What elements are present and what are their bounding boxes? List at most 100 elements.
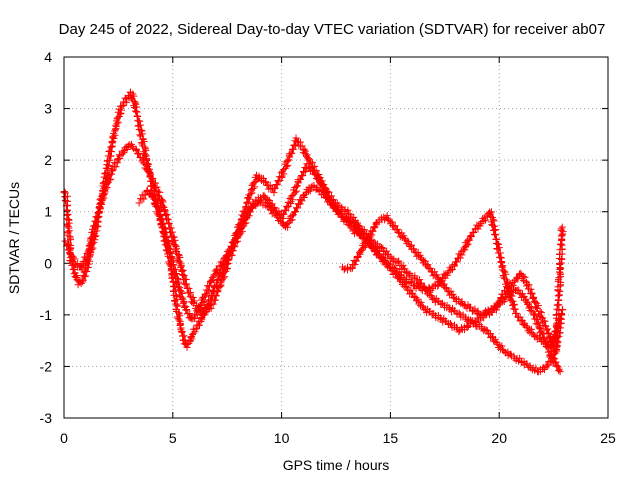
data-point (179, 271, 187, 279)
data-point (497, 258, 505, 266)
data-point (167, 229, 175, 237)
data-point (535, 323, 543, 331)
data-point (386, 253, 394, 261)
y-axis-label: SDTVAR / TECUs (6, 182, 22, 294)
data-point (158, 196, 166, 204)
data-point (296, 176, 304, 184)
series-track-3 (135, 181, 567, 355)
data-point (344, 266, 352, 274)
data-point (199, 309, 207, 317)
data-point (172, 270, 180, 278)
data-point (261, 178, 269, 186)
data-point (489, 221, 497, 229)
data-point (185, 289, 193, 297)
data-point (173, 302, 181, 310)
data-point (243, 209, 251, 217)
data-point (445, 303, 453, 311)
data-point (168, 228, 176, 236)
data-point (226, 249, 234, 257)
x-tick-labels: 0 5 10 15 20 25 (60, 430, 616, 446)
data-point (527, 325, 535, 333)
data-point (273, 181, 281, 189)
x-tick-label: 10 (274, 430, 290, 446)
data-point (270, 185, 278, 193)
y-tick-label: -2 (40, 358, 53, 374)
data-point (401, 279, 409, 287)
y-tick-label: 3 (44, 101, 52, 117)
data-point (385, 217, 393, 225)
data-point (230, 238, 238, 246)
data-point (193, 311, 201, 319)
data-point (511, 305, 519, 313)
data-point (273, 213, 281, 221)
data-point (232, 234, 240, 242)
data-point (434, 275, 442, 283)
data-point (160, 219, 168, 227)
data-point (531, 315, 539, 323)
data-point (87, 234, 95, 242)
data-point (527, 307, 535, 315)
data-point (220, 269, 228, 277)
data-point (401, 236, 409, 244)
data-point (310, 170, 318, 178)
data-point (78, 262, 86, 270)
data-point (490, 217, 498, 225)
data-point (62, 197, 70, 205)
data-point (187, 334, 195, 342)
data-point (540, 334, 548, 342)
data-point (402, 268, 410, 276)
data-point (270, 189, 278, 197)
data-point (416, 276, 424, 284)
data-point (200, 297, 208, 305)
data-point (262, 195, 270, 203)
data-point (178, 294, 186, 302)
data-point (299, 172, 307, 180)
data-point (490, 337, 498, 345)
data-point (74, 281, 82, 289)
data-point (208, 274, 216, 282)
data-point (478, 218, 486, 226)
data-point (132, 107, 140, 115)
data-point (558, 231, 566, 239)
data-point (147, 189, 155, 197)
data-point (487, 208, 495, 216)
data-point (121, 144, 129, 152)
points-layer (60, 88, 567, 376)
data-point (553, 325, 561, 333)
data-point (205, 282, 213, 290)
data-point (545, 358, 553, 366)
data-point (529, 311, 537, 319)
data-point (314, 186, 322, 194)
data-point (154, 203, 162, 211)
data-point (440, 280, 448, 288)
data-point (449, 290, 457, 298)
data-point (188, 298, 196, 306)
data-point (344, 221, 352, 229)
data-point (303, 160, 311, 168)
data-point (519, 320, 527, 328)
data-point (552, 358, 560, 366)
data-point (94, 217, 102, 225)
data-point (388, 218, 396, 226)
data-point (390, 267, 398, 275)
data-point (470, 229, 478, 237)
data-point (300, 168, 308, 176)
data-point (221, 273, 229, 281)
data-point (168, 253, 176, 261)
data-point (396, 268, 404, 276)
data-point (368, 231, 376, 239)
data-point (149, 193, 157, 201)
data-point (84, 263, 92, 271)
data-point (106, 171, 114, 179)
data-point (451, 262, 459, 270)
data-point (377, 243, 385, 251)
data-point (158, 220, 166, 228)
data-point (557, 264, 565, 272)
data-point (383, 247, 391, 255)
data-point (498, 342, 506, 350)
data-point (557, 240, 565, 248)
data-point (118, 102, 126, 110)
data-point (61, 237, 69, 245)
data-point (501, 294, 509, 302)
data-point (213, 266, 221, 274)
